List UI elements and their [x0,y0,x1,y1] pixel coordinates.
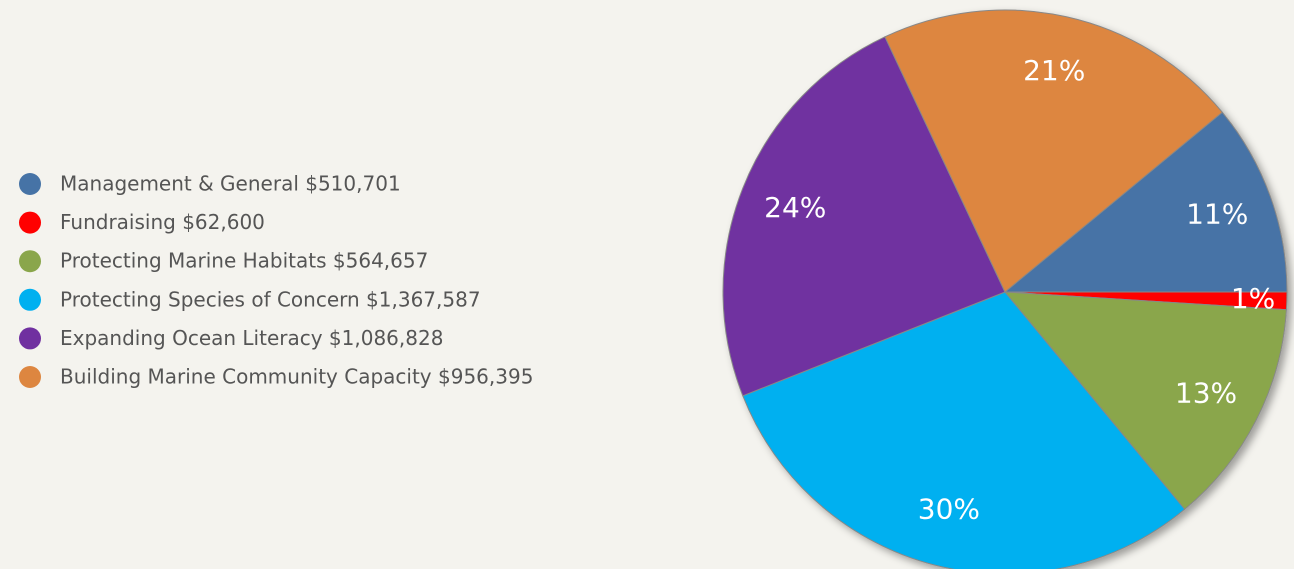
legend-label: Management & General $510,701 [60,172,401,196]
legend-label: Expanding Ocean Literacy $1,086,828 [60,326,443,350]
pie [722,9,1288,569]
legend-marker [19,288,41,311]
pie-slice [1003,291,1287,510]
data-label: 30% [918,493,980,526]
legend-label: Protecting Marine Habitats $564,657 [60,249,428,273]
legend-marker [19,173,41,195]
legend-marker [19,250,41,273]
data-label: 13% [1175,376,1237,409]
legend-marker [19,211,41,234]
legend-label: Building Marine Community Capacity $956,… [60,365,533,389]
data-label: 1% [1231,282,1275,315]
pie-slice [884,9,1223,293]
data-label: 11% [1186,198,1248,231]
pie-slice [1003,111,1288,293]
data-label: 21% [1023,54,1085,87]
pie-slice [722,36,1006,397]
pie-slice [742,291,1186,569]
legend-marker [19,327,41,350]
legend-marker [19,366,41,388]
data-label: 24% [764,191,826,224]
legend-label: Fundraising $62,600 [60,210,265,234]
legend-label: Protecting Species of Concern $1,367,587 [60,287,481,311]
